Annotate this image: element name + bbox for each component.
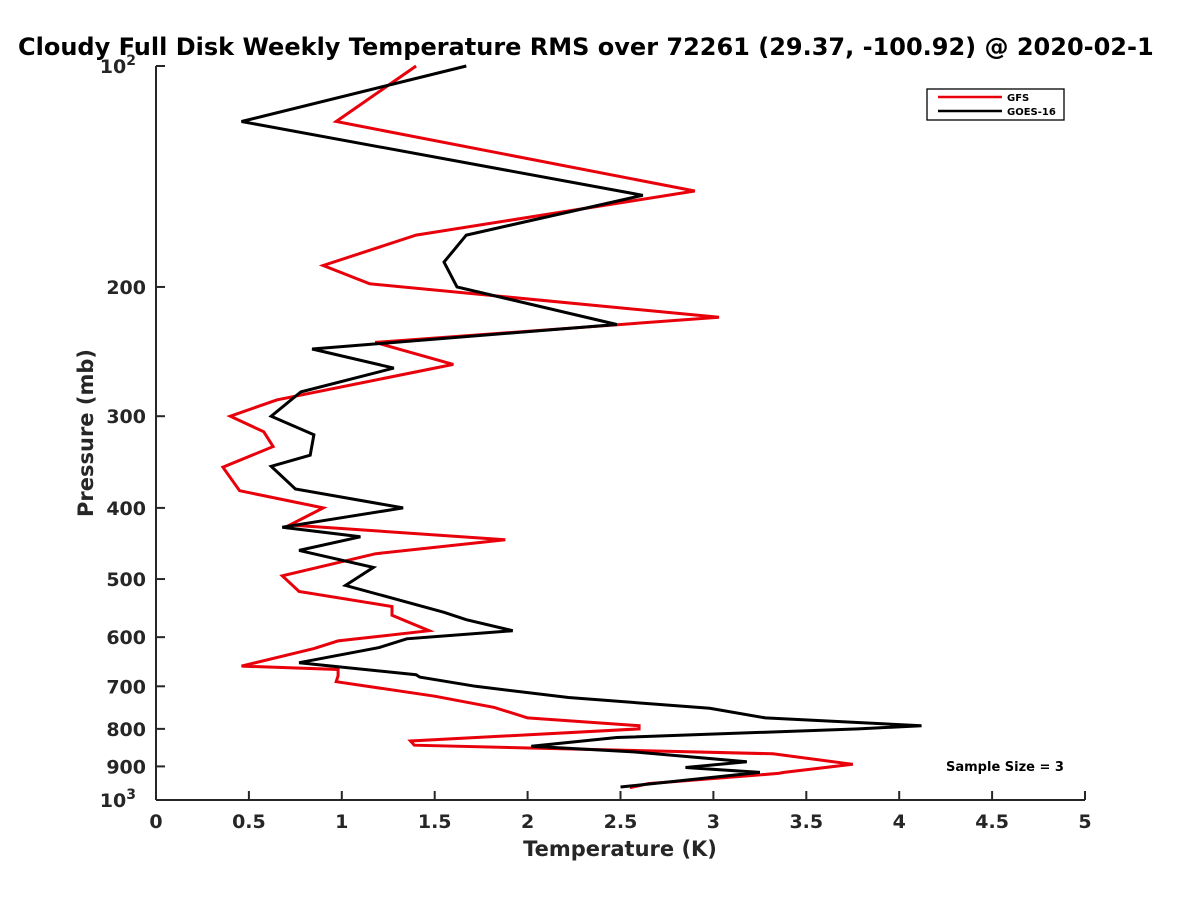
y-tick-label: 600 [106, 627, 146, 649]
x-tick-label: 4 [893, 811, 906, 833]
x-tick-label: 3.5 [789, 811, 823, 833]
x-axis-label: Temperature (K) [523, 837, 717, 861]
chart-title: Cloudy Full Disk Weekly Temperature RMS … [18, 33, 1154, 61]
sample-size-annotation: Sample Size = 3 [946, 760, 1064, 775]
x-tick-label: 3 [707, 811, 720, 833]
y-tick-label: 103 [100, 787, 136, 812]
y-tick-label: 800 [106, 719, 146, 741]
x-tick-label: 4.5 [975, 811, 1009, 833]
y-axis-label: Pressure (mb) [74, 349, 98, 517]
x-tick-label: 1.5 [418, 811, 452, 833]
y-tick-label-exponent: 2 [126, 53, 136, 69]
y-tick-label: 400 [106, 498, 146, 520]
series-line-goes-16 [241, 64, 922, 789]
y-tick-label: 900 [106, 756, 146, 778]
x-tick-label: 0.5 [232, 811, 266, 833]
y-tick-label: 300 [106, 406, 146, 428]
x-axis: 0 0.5 1 1.5 2 2.5 3 3.5 4 4.5 5 [149, 791, 1092, 833]
legend-box [926, 88, 1065, 121]
y-tick-label-exponent: 3 [126, 787, 136, 803]
y-tick-label: 102 [100, 53, 136, 78]
series-line-gfs [220, 64, 853, 790]
y-tick-label: 700 [106, 676, 146, 698]
x-tick-label: 1 [335, 811, 348, 833]
y-tick-label: 500 [106, 569, 146, 591]
x-tick-label: 5 [1078, 811, 1091, 833]
y-tick-label-base: 10 [100, 790, 126, 812]
x-tick-label: 0 [149, 811, 162, 833]
x-tick-label: 2 [521, 811, 534, 833]
series-layer [220, 64, 922, 790]
legend: GFS GOES-16 [926, 88, 1065, 121]
legend-label-gfs: GFS [1007, 93, 1029, 104]
y-tick-label: 200 [106, 277, 146, 299]
x-tick-label: 2.5 [604, 811, 638, 833]
legend-label-goes-16: GOES-16 [1007, 107, 1056, 118]
y-tick-label-base: 10 [100, 56, 126, 78]
